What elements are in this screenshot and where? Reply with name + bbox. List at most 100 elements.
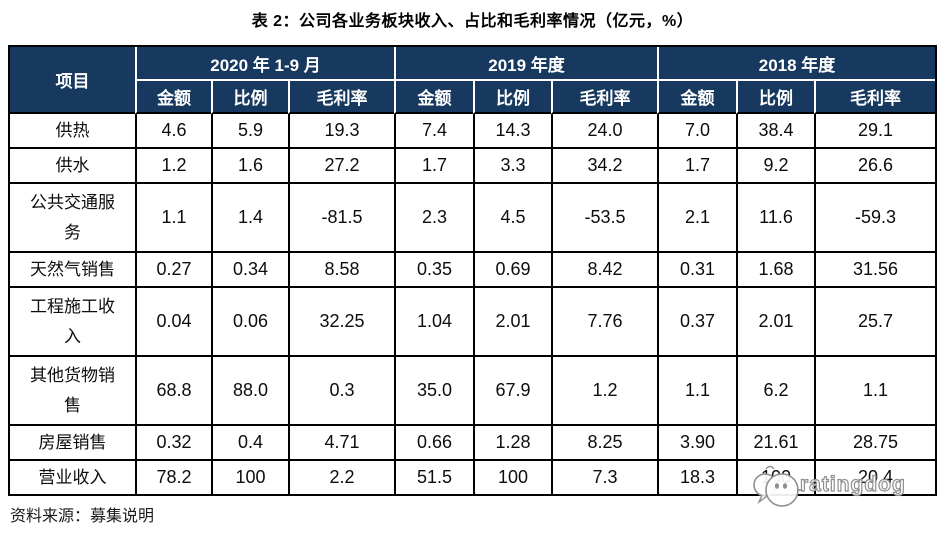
- source-note: 资料来源：募集说明: [10, 508, 155, 525]
- column-header-ratio: 比例: [736, 81, 815, 114]
- value-cell: 8.58: [288, 253, 395, 288]
- value-cell: 31.56: [814, 253, 936, 288]
- value-cell: 0.06: [211, 288, 288, 357]
- value-cell: 24.0: [551, 114, 658, 149]
- value-cell: 7.4: [394, 114, 474, 149]
- value-cell: 38.4: [736, 114, 815, 149]
- row-label-text: 房屋销售: [38, 432, 107, 452]
- value-cell: 0.35: [394, 253, 474, 288]
- value-cell: -59.3: [814, 184, 936, 253]
- row-label: 工程施工收入: [10, 288, 135, 357]
- value-cell: 18.3: [657, 461, 736, 494]
- value-cell: 8.42: [551, 253, 658, 288]
- row-label-text: 供水: [55, 155, 90, 175]
- value-cell: 4.5: [473, 184, 552, 253]
- column-header-ratio: 比例: [473, 81, 552, 114]
- row-label-text: 天然气销售: [30, 259, 115, 279]
- row-label: 天然气销售: [10, 253, 135, 288]
- column-header-amount: 金额: [657, 81, 737, 114]
- value-cell: 100: [211, 461, 288, 494]
- row-label-text: 其他货物销售: [30, 365, 115, 415]
- row-label-text: 营业收入: [38, 467, 107, 487]
- row-label: 营业收入: [10, 461, 135, 494]
- value-cell: 0.4: [211, 426, 288, 461]
- value-cell: 9.2: [736, 149, 815, 184]
- value-cell: 1.7: [394, 149, 474, 184]
- header-group-row: 项目 2020 年 1-9 月 2019 年度 2018 年度: [10, 47, 936, 114]
- value-cell: 4.6: [135, 114, 211, 149]
- value-cell: 88.0: [211, 357, 288, 426]
- value-cell: 5.9: [211, 114, 288, 149]
- row-label: 供热: [10, 114, 135, 149]
- value-cell: 2.3: [394, 184, 474, 253]
- value-cell: 1.6: [211, 149, 288, 184]
- column-header-item: 项目: [10, 47, 135, 114]
- table-row: 工程施工收入 0.04 0.06 32.25 1.04 2.01 7.76 0.…: [10, 288, 936, 357]
- value-cell: 67.9: [473, 357, 552, 426]
- value-cell: 2.1: [657, 184, 737, 253]
- value-cell: 3.90: [657, 426, 737, 461]
- value-cell: -53.5: [551, 184, 658, 253]
- value-cell: 2.01: [736, 288, 815, 357]
- value-cell: 0.32: [135, 426, 211, 461]
- row-label-text: 供热: [55, 120, 90, 140]
- column-group-2019: 2019 年度: [394, 47, 658, 81]
- watermark-text: ratingdog: [799, 472, 906, 496]
- value-cell: 1.7: [657, 149, 737, 184]
- value-cell: 34.2: [551, 149, 658, 184]
- value-cell: 0.69: [473, 253, 552, 288]
- column-header-ratio: 比例: [211, 81, 288, 114]
- value-cell: 7.0: [657, 114, 737, 149]
- value-cell: 1.1: [135, 184, 211, 253]
- value-cell: 27.2: [288, 149, 395, 184]
- row-label-text: 工程施工收入: [30, 296, 115, 346]
- header-sub-row: 金额 比例 毛利率 金额 比例 毛利率 金额 比例 毛利率: [10, 81, 936, 114]
- table-row: 营业收入 78.2 100 2.2 51.5 100 7.3 18.3 100 …: [10, 461, 935, 494]
- row-label-text: 公共交通服务: [30, 192, 115, 242]
- value-cell: 21.61: [736, 426, 815, 461]
- value-cell: 1.28: [473, 426, 552, 461]
- column-header-margin: 毛利率: [814, 81, 936, 114]
- row-label: 供水: [10, 149, 135, 184]
- value-cell: 0.66: [394, 426, 474, 461]
- column-header-amount: 金额: [394, 81, 474, 114]
- column-group-2018: 2018 年度: [657, 47, 936, 81]
- value-cell: 20.4: [814, 461, 935, 494]
- value-cell: 6.2: [736, 357, 815, 426]
- value-cell: 4.71: [288, 426, 395, 461]
- value-cell: 29.1: [814, 114, 936, 149]
- value-cell: 1.04: [394, 288, 474, 357]
- value-cell: 7.76: [551, 288, 658, 357]
- column-header-amount: 金额: [135, 81, 211, 114]
- value-cell: 0.27: [135, 253, 211, 288]
- value-cell: 32.25: [288, 288, 395, 357]
- table-row: 天然气销售 0.27 0.34 8.58 0.35 0.69 8.42 0.31…: [10, 253, 936, 288]
- value-cell: 1.1: [814, 357, 936, 426]
- value-cell: 26.6: [814, 149, 936, 184]
- value-cell: 0.37: [657, 288, 737, 357]
- value-cell: 0.31: [657, 253, 737, 288]
- table-row: 供水 1.2 1.6 27.2 1.7 3.3 34.2 1.7 9.2 26.…: [10, 149, 936, 184]
- value-cell: 1.2: [135, 149, 211, 184]
- value-cell: 14.3: [473, 114, 552, 149]
- ratingdog-watermark: ratingdog: [752, 455, 932, 517]
- column-group-2020: 2020 年 1-9 月: [135, 47, 395, 81]
- value-cell: 68.8: [135, 357, 211, 426]
- value-cell: 1.1: [657, 357, 737, 426]
- value-cell: 2.2: [288, 461, 394, 494]
- row-label: 房屋销售: [10, 426, 135, 461]
- value-cell: 51.5: [394, 461, 473, 494]
- row-label: 其他货物销售: [10, 357, 135, 426]
- value-cell: 35.0: [394, 357, 474, 426]
- page-title: 表 2：公司各业务板块收入、占比和毛利率情况（亿元，%）: [251, 13, 694, 30]
- value-cell: 25.7: [814, 288, 936, 357]
- value-cell: 1.2: [551, 357, 658, 426]
- value-cell: 1.4: [211, 184, 288, 253]
- table-row: 供热 4.6 5.9 19.3 7.4 14.3 24.0 7.0 38.4 2…: [10, 114, 936, 149]
- table-row: 公共交通服务 1.1 1.4 -81.5 2.3 4.5 -53.5 2.1 1…: [10, 184, 936, 253]
- value-cell: -81.5: [288, 184, 395, 253]
- column-header-margin: 毛利率: [288, 81, 395, 114]
- business-segment-table: 项目 2020 年 1-9 月 2019 年度 2018 年度 金额 比例 毛利…: [8, 45, 937, 496]
- value-cell: 2.01: [473, 288, 552, 357]
- value-cell: 3.3: [473, 149, 552, 184]
